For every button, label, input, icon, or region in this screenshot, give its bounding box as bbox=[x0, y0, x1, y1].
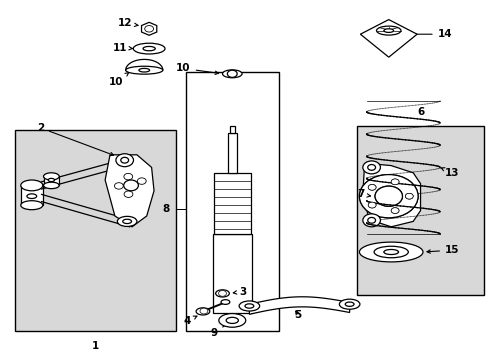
Ellipse shape bbox=[215, 290, 229, 297]
Ellipse shape bbox=[43, 182, 59, 189]
Text: 3: 3 bbox=[233, 287, 246, 297]
Text: 6: 6 bbox=[416, 107, 423, 117]
Bar bbox=[185, 72, 278, 331]
Ellipse shape bbox=[20, 180, 43, 191]
Ellipse shape bbox=[345, 302, 353, 306]
Text: 5: 5 bbox=[294, 310, 301, 320]
Text: 15: 15 bbox=[426, 245, 459, 255]
Text: 11: 11 bbox=[112, 42, 132, 53]
Polygon shape bbox=[105, 155, 154, 227]
Text: 10: 10 bbox=[109, 72, 129, 87]
Ellipse shape bbox=[125, 66, 163, 74]
Circle shape bbox=[227, 70, 237, 77]
Bar bbox=[43, 176, 59, 185]
Bar bbox=[227, 133, 236, 173]
Ellipse shape bbox=[117, 216, 137, 226]
Ellipse shape bbox=[225, 318, 238, 323]
Ellipse shape bbox=[239, 301, 259, 311]
Circle shape bbox=[405, 193, 412, 199]
Circle shape bbox=[374, 186, 402, 206]
Circle shape bbox=[367, 217, 375, 223]
Ellipse shape bbox=[244, 304, 253, 308]
Bar bbox=[213, 173, 250, 234]
Text: 12: 12 bbox=[117, 18, 138, 28]
Ellipse shape bbox=[218, 314, 245, 327]
Bar bbox=[229, 126, 234, 133]
Ellipse shape bbox=[196, 308, 209, 315]
Circle shape bbox=[121, 157, 128, 163]
Circle shape bbox=[367, 184, 375, 190]
Ellipse shape bbox=[142, 46, 155, 51]
Ellipse shape bbox=[383, 249, 398, 255]
Circle shape bbox=[405, 193, 412, 199]
Circle shape bbox=[218, 291, 226, 296]
Circle shape bbox=[123, 180, 138, 191]
Circle shape bbox=[359, 175, 417, 218]
Text: 7: 7 bbox=[356, 189, 370, 199]
Ellipse shape bbox=[376, 26, 400, 35]
Ellipse shape bbox=[48, 178, 54, 181]
Circle shape bbox=[200, 308, 207, 314]
Circle shape bbox=[123, 174, 132, 180]
Ellipse shape bbox=[139, 68, 149, 72]
Circle shape bbox=[367, 202, 375, 208]
Circle shape bbox=[144, 26, 153, 32]
Ellipse shape bbox=[20, 201, 43, 210]
Ellipse shape bbox=[373, 246, 407, 258]
Circle shape bbox=[114, 183, 123, 189]
Polygon shape bbox=[125, 59, 163, 70]
Ellipse shape bbox=[359, 242, 422, 262]
Text: 1: 1 bbox=[92, 341, 99, 351]
Polygon shape bbox=[249, 297, 349, 314]
Circle shape bbox=[367, 202, 375, 208]
Ellipse shape bbox=[222, 70, 242, 78]
Text: 13: 13 bbox=[440, 168, 459, 178]
Ellipse shape bbox=[221, 300, 229, 304]
Ellipse shape bbox=[339, 299, 359, 309]
Ellipse shape bbox=[383, 29, 393, 32]
Circle shape bbox=[359, 175, 417, 218]
Ellipse shape bbox=[27, 194, 37, 198]
Circle shape bbox=[374, 186, 402, 206]
Polygon shape bbox=[362, 164, 420, 227]
Ellipse shape bbox=[122, 219, 131, 224]
Circle shape bbox=[124, 191, 133, 197]
Text: 10: 10 bbox=[176, 63, 218, 75]
Text: 14: 14 bbox=[409, 29, 451, 39]
Text: 8: 8 bbox=[163, 204, 169, 214]
Circle shape bbox=[390, 179, 398, 185]
Ellipse shape bbox=[43, 173, 59, 180]
Circle shape bbox=[116, 154, 133, 167]
Ellipse shape bbox=[133, 43, 164, 54]
Bar bbox=[356, 126, 483, 295]
Bar bbox=[20, 185, 43, 205]
Circle shape bbox=[390, 208, 398, 213]
Text: 9: 9 bbox=[210, 323, 228, 338]
Bar bbox=[212, 234, 251, 313]
Circle shape bbox=[362, 161, 380, 174]
Polygon shape bbox=[141, 22, 157, 35]
Text: 4: 4 bbox=[183, 316, 197, 326]
Polygon shape bbox=[360, 19, 416, 57]
Circle shape bbox=[367, 184, 375, 190]
Text: 2: 2 bbox=[37, 123, 113, 156]
Circle shape bbox=[137, 178, 146, 184]
Circle shape bbox=[390, 208, 398, 213]
Bar bbox=[15, 130, 176, 331]
Circle shape bbox=[367, 165, 375, 170]
Circle shape bbox=[362, 214, 380, 227]
Circle shape bbox=[390, 179, 398, 185]
